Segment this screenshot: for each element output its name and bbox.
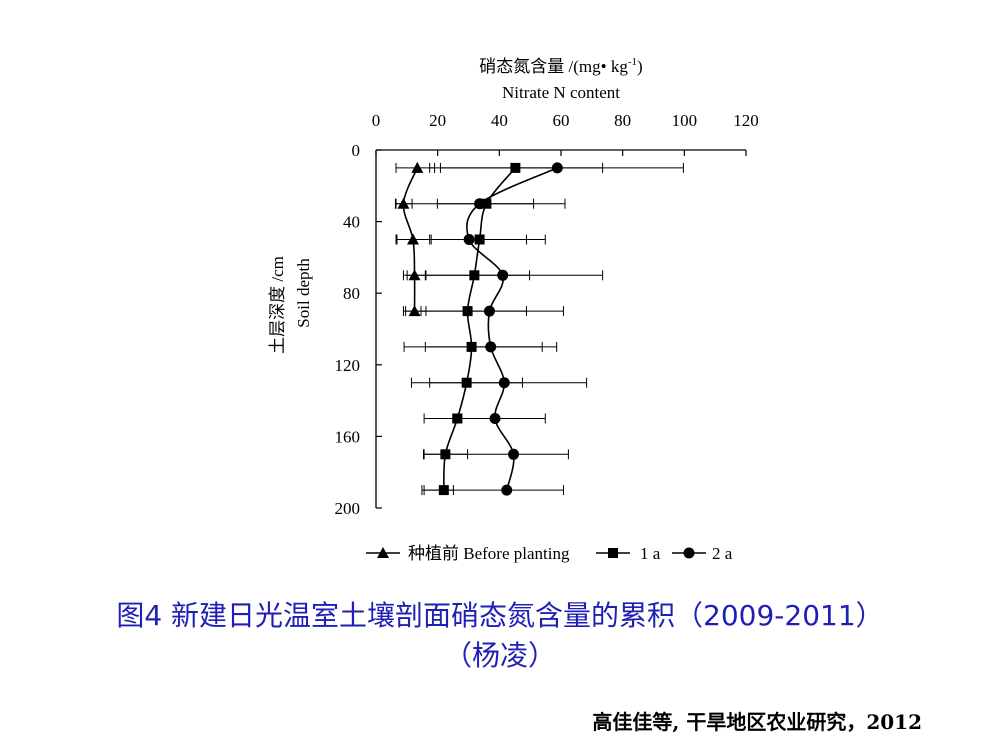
figure-caption-line1: 图4 新建日光温室土壤剖面硝态氮含量的累积（2009-2011） xyxy=(116,599,884,632)
legend-item-2: 2 a xyxy=(672,544,733,563)
y-tick-label-5: 200 xyxy=(335,499,361,518)
marker-s1-p2 xyxy=(474,234,485,245)
marker-s2-p5 xyxy=(485,341,497,353)
marker-s2-p9 xyxy=(501,484,513,496)
y-axis-title-en: Soil depth xyxy=(294,258,313,328)
y-axis-title-cn: 土层深度 /cm xyxy=(268,256,287,354)
marker-s1-p6 xyxy=(461,377,472,388)
legend-label: 2 a xyxy=(712,544,733,563)
marker-s2-p1 xyxy=(474,198,486,210)
data-markers xyxy=(397,161,563,496)
x-tick-label-1: 20 xyxy=(429,111,446,130)
legend-marker xyxy=(608,548,618,558)
y-tick-label-2: 80 xyxy=(343,284,360,303)
axis-labels: 0 20 40 60 80 100 120 0 40 80 120 160 200 硝态氮含量 /(mg•… xyxy=(268,56,759,518)
marker-s1-p9 xyxy=(438,485,449,496)
x-tick-label-5: 100 xyxy=(672,111,698,130)
x-axis-title-en: Nitrate N content xyxy=(502,83,620,102)
x-tick-label-3: 60 xyxy=(553,111,570,130)
legend: 种植前 Before planting 1 a 2 a xyxy=(366,544,733,563)
y-tick-label-0: 0 xyxy=(352,141,361,160)
marker-s1-p7 xyxy=(452,413,463,424)
marker-s1-p1 xyxy=(481,198,492,209)
marker-s2-p7 xyxy=(489,413,501,424)
series-line-2 xyxy=(466,167,558,491)
y-tick-label-3: 120 xyxy=(335,356,361,375)
marker-s0-p1 xyxy=(397,197,410,209)
marker-s2-p8 xyxy=(508,448,520,460)
legend-item-1: 1 a xyxy=(596,544,661,563)
marker-s0-p4 xyxy=(408,305,421,317)
legend-label: 种植前 Before planting xyxy=(408,544,570,563)
legend-marker xyxy=(683,547,695,559)
legend-item-0: 种植前 Before planting xyxy=(366,544,570,563)
marker-s1-p8 xyxy=(440,449,451,460)
x-tick-label-6: 120 xyxy=(733,111,759,130)
chart-axes xyxy=(375,149,747,509)
series-lines xyxy=(402,167,558,491)
marker-s1-p5 xyxy=(466,341,477,352)
marker-s0-p0 xyxy=(411,161,424,173)
series-line-1 xyxy=(443,167,516,491)
marker-s1-p0 xyxy=(510,162,521,173)
marker-s2-p2 xyxy=(463,234,475,245)
legend-marker xyxy=(377,547,389,558)
error-bar-s2-p5 xyxy=(403,341,558,352)
marker-s1-p4 xyxy=(462,306,473,317)
y-tick-label-1: 40 xyxy=(343,213,360,232)
marker-s1-p3 xyxy=(469,270,480,281)
marker-s2-p6 xyxy=(498,377,510,389)
error-bars xyxy=(394,162,684,496)
x-tick-label-2: 40 xyxy=(491,111,508,130)
y-tick-label-4: 160 xyxy=(335,427,361,446)
marker-s0-p3 xyxy=(408,269,421,281)
marker-s2-p4 xyxy=(483,305,495,317)
x-axis-title-cn: 硝态氮含量 /(mg• kg-1) xyxy=(479,56,642,76)
citation: 高佳佳等, 干旱地区农业研究，2012 xyxy=(592,710,922,734)
legend-label: 1 a xyxy=(640,544,661,563)
error-bar-s2-p7 xyxy=(423,413,546,424)
x-tick-label-0: 0 xyxy=(372,111,381,130)
x-tick-label-4: 80 xyxy=(614,111,631,130)
marker-s2-p0 xyxy=(551,162,563,174)
figure-caption-line2: （杨凌） xyxy=(443,639,556,672)
marker-s0-p2 xyxy=(407,233,419,245)
marker-s2-p3 xyxy=(497,269,509,281)
